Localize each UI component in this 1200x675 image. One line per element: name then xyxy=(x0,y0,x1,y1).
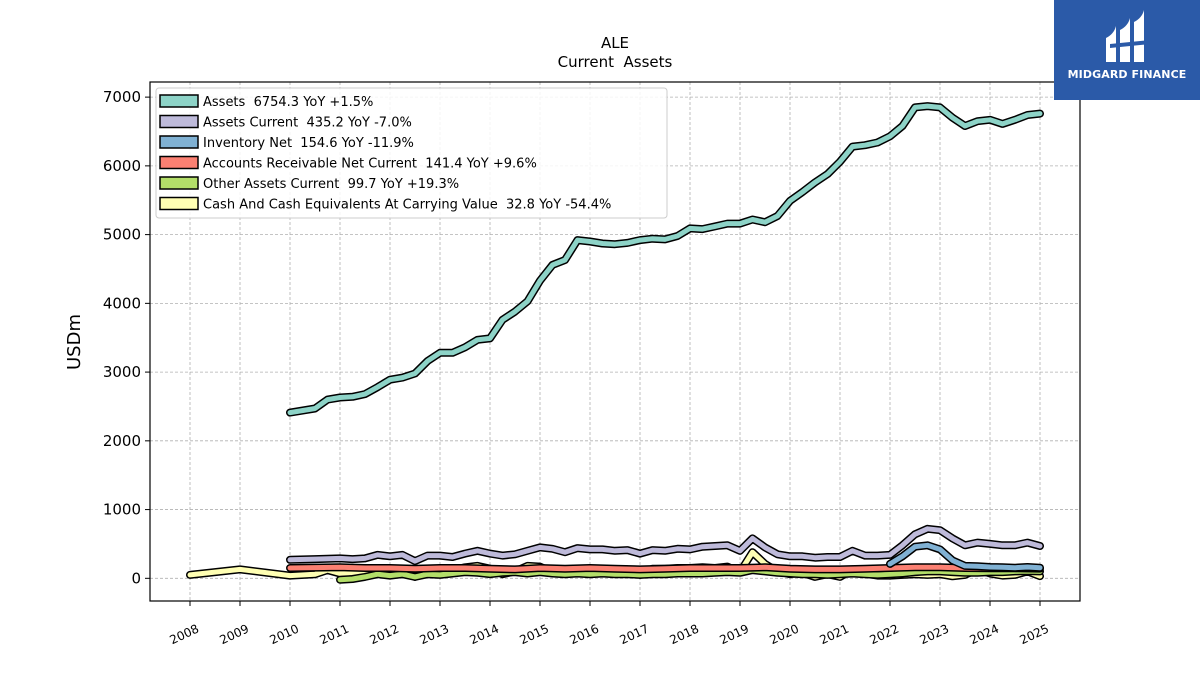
x-tick-label: 2020 xyxy=(768,622,802,648)
y-tick-label: 3000 xyxy=(103,363,141,381)
series-line xyxy=(337,567,1043,583)
x-tick-label: 2014 xyxy=(468,622,502,648)
chart-title: ALE xyxy=(601,34,629,52)
legend-swatch xyxy=(159,176,199,190)
midgard-finance-logo: MIDGARD FINANCE xyxy=(1054,0,1200,100)
legend-label: Inventory Net 154.6 YoY -11.9% xyxy=(203,136,414,151)
x-tick-label: 2023 xyxy=(918,622,952,648)
series-assets-current xyxy=(286,524,1044,566)
legend-label: Cash And Cash Equivalents At Carrying Va… xyxy=(203,198,611,213)
x-tick-label: 2021 xyxy=(818,622,852,648)
legend-swatch xyxy=(159,155,199,170)
series-line xyxy=(287,526,1043,564)
y-axis-label: USDm xyxy=(64,314,85,370)
legend-swatch xyxy=(159,114,199,129)
x-tick-label: 2009 xyxy=(218,622,252,648)
y-tick-label: 4000 xyxy=(103,294,141,312)
x-tick-label: 2022 xyxy=(868,622,902,648)
logo-text: MIDGARD FINANCE xyxy=(1067,68,1187,81)
x-tick-label: 2015 xyxy=(518,622,552,648)
legend-label: Assets 6754.3 YoY +1.5% xyxy=(203,95,373,110)
x-tick-label: 2024 xyxy=(968,622,1002,648)
x-tick-label: 2025 xyxy=(1018,622,1052,648)
legend-swatch xyxy=(159,196,199,211)
legend-label: Assets Current 435.2 YoY -7.0% xyxy=(203,116,412,131)
legend-label: Other Assets Current 99.7 YoY +19.3% xyxy=(203,177,459,192)
logo-mark-icon xyxy=(1106,10,1150,62)
y-tick-label: 2000 xyxy=(103,432,141,450)
y-tick-label: 0 xyxy=(131,569,141,587)
x-tick-label: 2013 xyxy=(418,622,452,648)
x-tick-label: 2017 xyxy=(618,622,652,648)
chart-subtitle: Current Assets xyxy=(558,53,673,71)
x-tick-label: 2016 xyxy=(568,622,602,648)
x-tick-label: 2010 xyxy=(268,622,302,648)
y-tick-label: 5000 xyxy=(103,226,141,244)
series-accounts-receivable-net-current xyxy=(286,563,1044,574)
legend-swatch xyxy=(159,94,199,108)
y-tick-label: 7000 xyxy=(103,88,141,106)
x-tick-label: 2011 xyxy=(318,622,352,648)
legend-swatch xyxy=(159,135,199,149)
x-tick-label: 2008 xyxy=(168,622,202,648)
series-inventory-net xyxy=(886,541,1044,572)
x-tick-label: 2019 xyxy=(718,622,752,648)
y-tick-label: 1000 xyxy=(103,501,141,519)
x-tick-label: 2018 xyxy=(668,622,702,648)
series-line xyxy=(287,564,1043,572)
legend-box xyxy=(155,87,668,219)
plot-area xyxy=(186,102,1044,584)
plot-frame xyxy=(149,81,1081,602)
series-assets xyxy=(286,102,1044,417)
series-line xyxy=(287,103,1043,416)
series-line xyxy=(887,542,1043,571)
x-tick-label: 2012 xyxy=(368,622,402,648)
y-tick-label: 6000 xyxy=(103,157,141,175)
legend: Assets 6754.3 YoY +1.5% Assets Current 43… xyxy=(155,87,668,219)
series-other-assets-current xyxy=(336,566,1044,584)
legend-label: Accounts Receivable Net Current 141.4 Yo… xyxy=(203,157,537,172)
